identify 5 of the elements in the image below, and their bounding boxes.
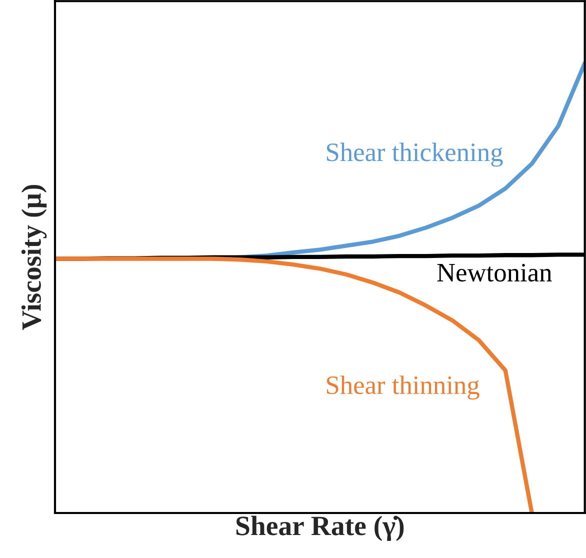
- series-label: Newtonian: [437, 264, 552, 282]
- x-axis-title: Shear Rate (γ̇): [236, 516, 404, 541]
- series-label: Shear thinning: [326, 376, 480, 400]
- series-label: Shear thickening: [326, 142, 503, 167]
- y-axis-title: Viscosity (μ): [21, 184, 47, 330]
